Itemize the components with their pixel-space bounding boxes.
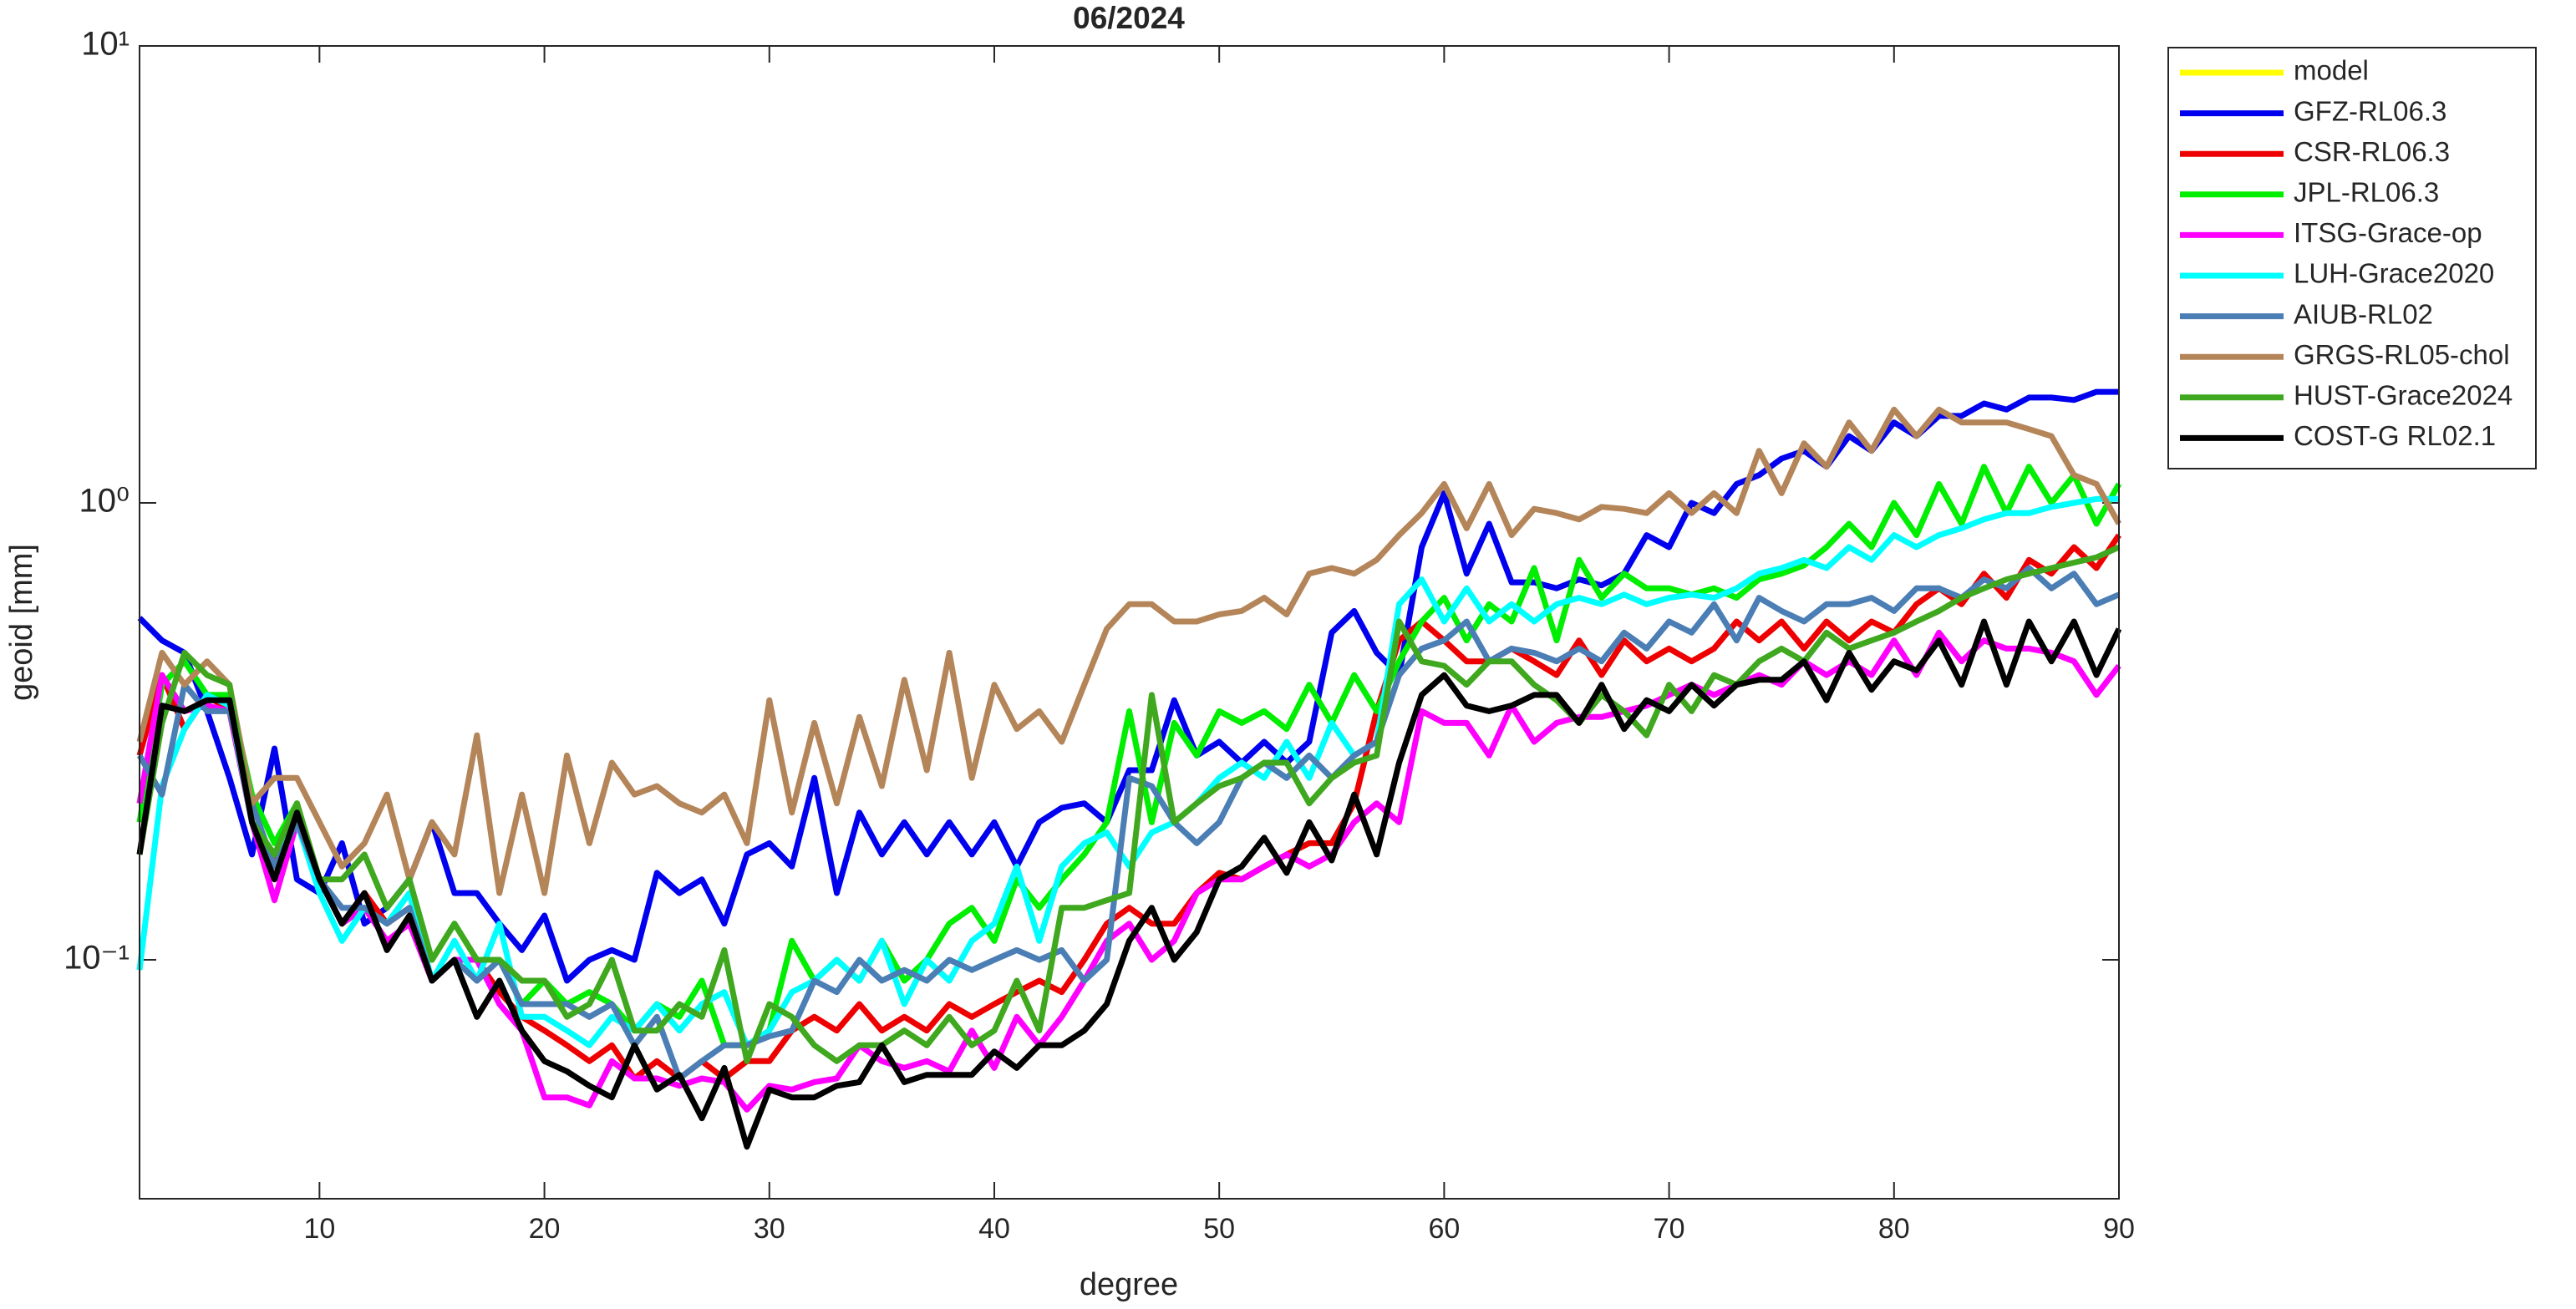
legend-label: GFZ-RL06.3 bbox=[2294, 95, 2446, 126]
legend-label: AIUB-RL02 bbox=[2294, 298, 2433, 329]
series-line bbox=[136, 618, 2122, 1150]
series-line bbox=[136, 544, 2121, 1064]
series-line bbox=[136, 565, 2121, 1082]
legend-label: HUST-Grace2024 bbox=[2294, 380, 2512, 411]
legend-label: LUH-Grace2020 bbox=[2294, 258, 2494, 289]
x-axis-label: degree bbox=[1080, 1267, 1178, 1302]
x-tick-label: 60 bbox=[1428, 1213, 1460, 1245]
legend-label: GRGS-RL05-chol bbox=[2294, 339, 2510, 370]
y-tick-label: 10⁰ bbox=[79, 483, 130, 520]
legend-label: model bbox=[2294, 55, 2369, 86]
plot-frame bbox=[139, 45, 2120, 1200]
series-line bbox=[136, 495, 2119, 1048]
y-tick-label: 10⁻¹ bbox=[64, 940, 130, 977]
legend-label: JPL-RL06.3 bbox=[2294, 177, 2439, 208]
x-tick-label: 10 bbox=[303, 1213, 335, 1245]
x-tick-label: 30 bbox=[754, 1213, 785, 1245]
x-tick-label: 80 bbox=[1878, 1213, 1910, 1245]
x-tick-label: 50 bbox=[1203, 1213, 1235, 1245]
series-line bbox=[136, 464, 2122, 1048]
x-tick-label: 20 bbox=[529, 1213, 561, 1245]
y-axis-label: geoid [mm] bbox=[4, 544, 39, 701]
x-tick-label: 90 bbox=[2103, 1213, 2135, 1245]
series-line bbox=[136, 406, 2122, 896]
series-line bbox=[137, 388, 2119, 984]
legend-label: COST-G RL02.1 bbox=[2294, 420, 2496, 451]
chart-title: 06/2024 bbox=[1073, 1, 1185, 35]
x-tick-label: 40 bbox=[978, 1213, 1010, 1245]
y-tick-label: 10¹ bbox=[81, 26, 130, 63]
legend-label: CSR-RL06.3 bbox=[2294, 136, 2450, 167]
legend-label: ITSG-Grace-op bbox=[2294, 217, 2482, 248]
x-tick-label: 70 bbox=[1654, 1213, 1685, 1245]
legend: model GFZ-RL06.3 CSR-RL06.3 JPL-RL06.3 ITSG-… bbox=[2167, 47, 2537, 469]
series-line bbox=[136, 533, 2121, 1082]
